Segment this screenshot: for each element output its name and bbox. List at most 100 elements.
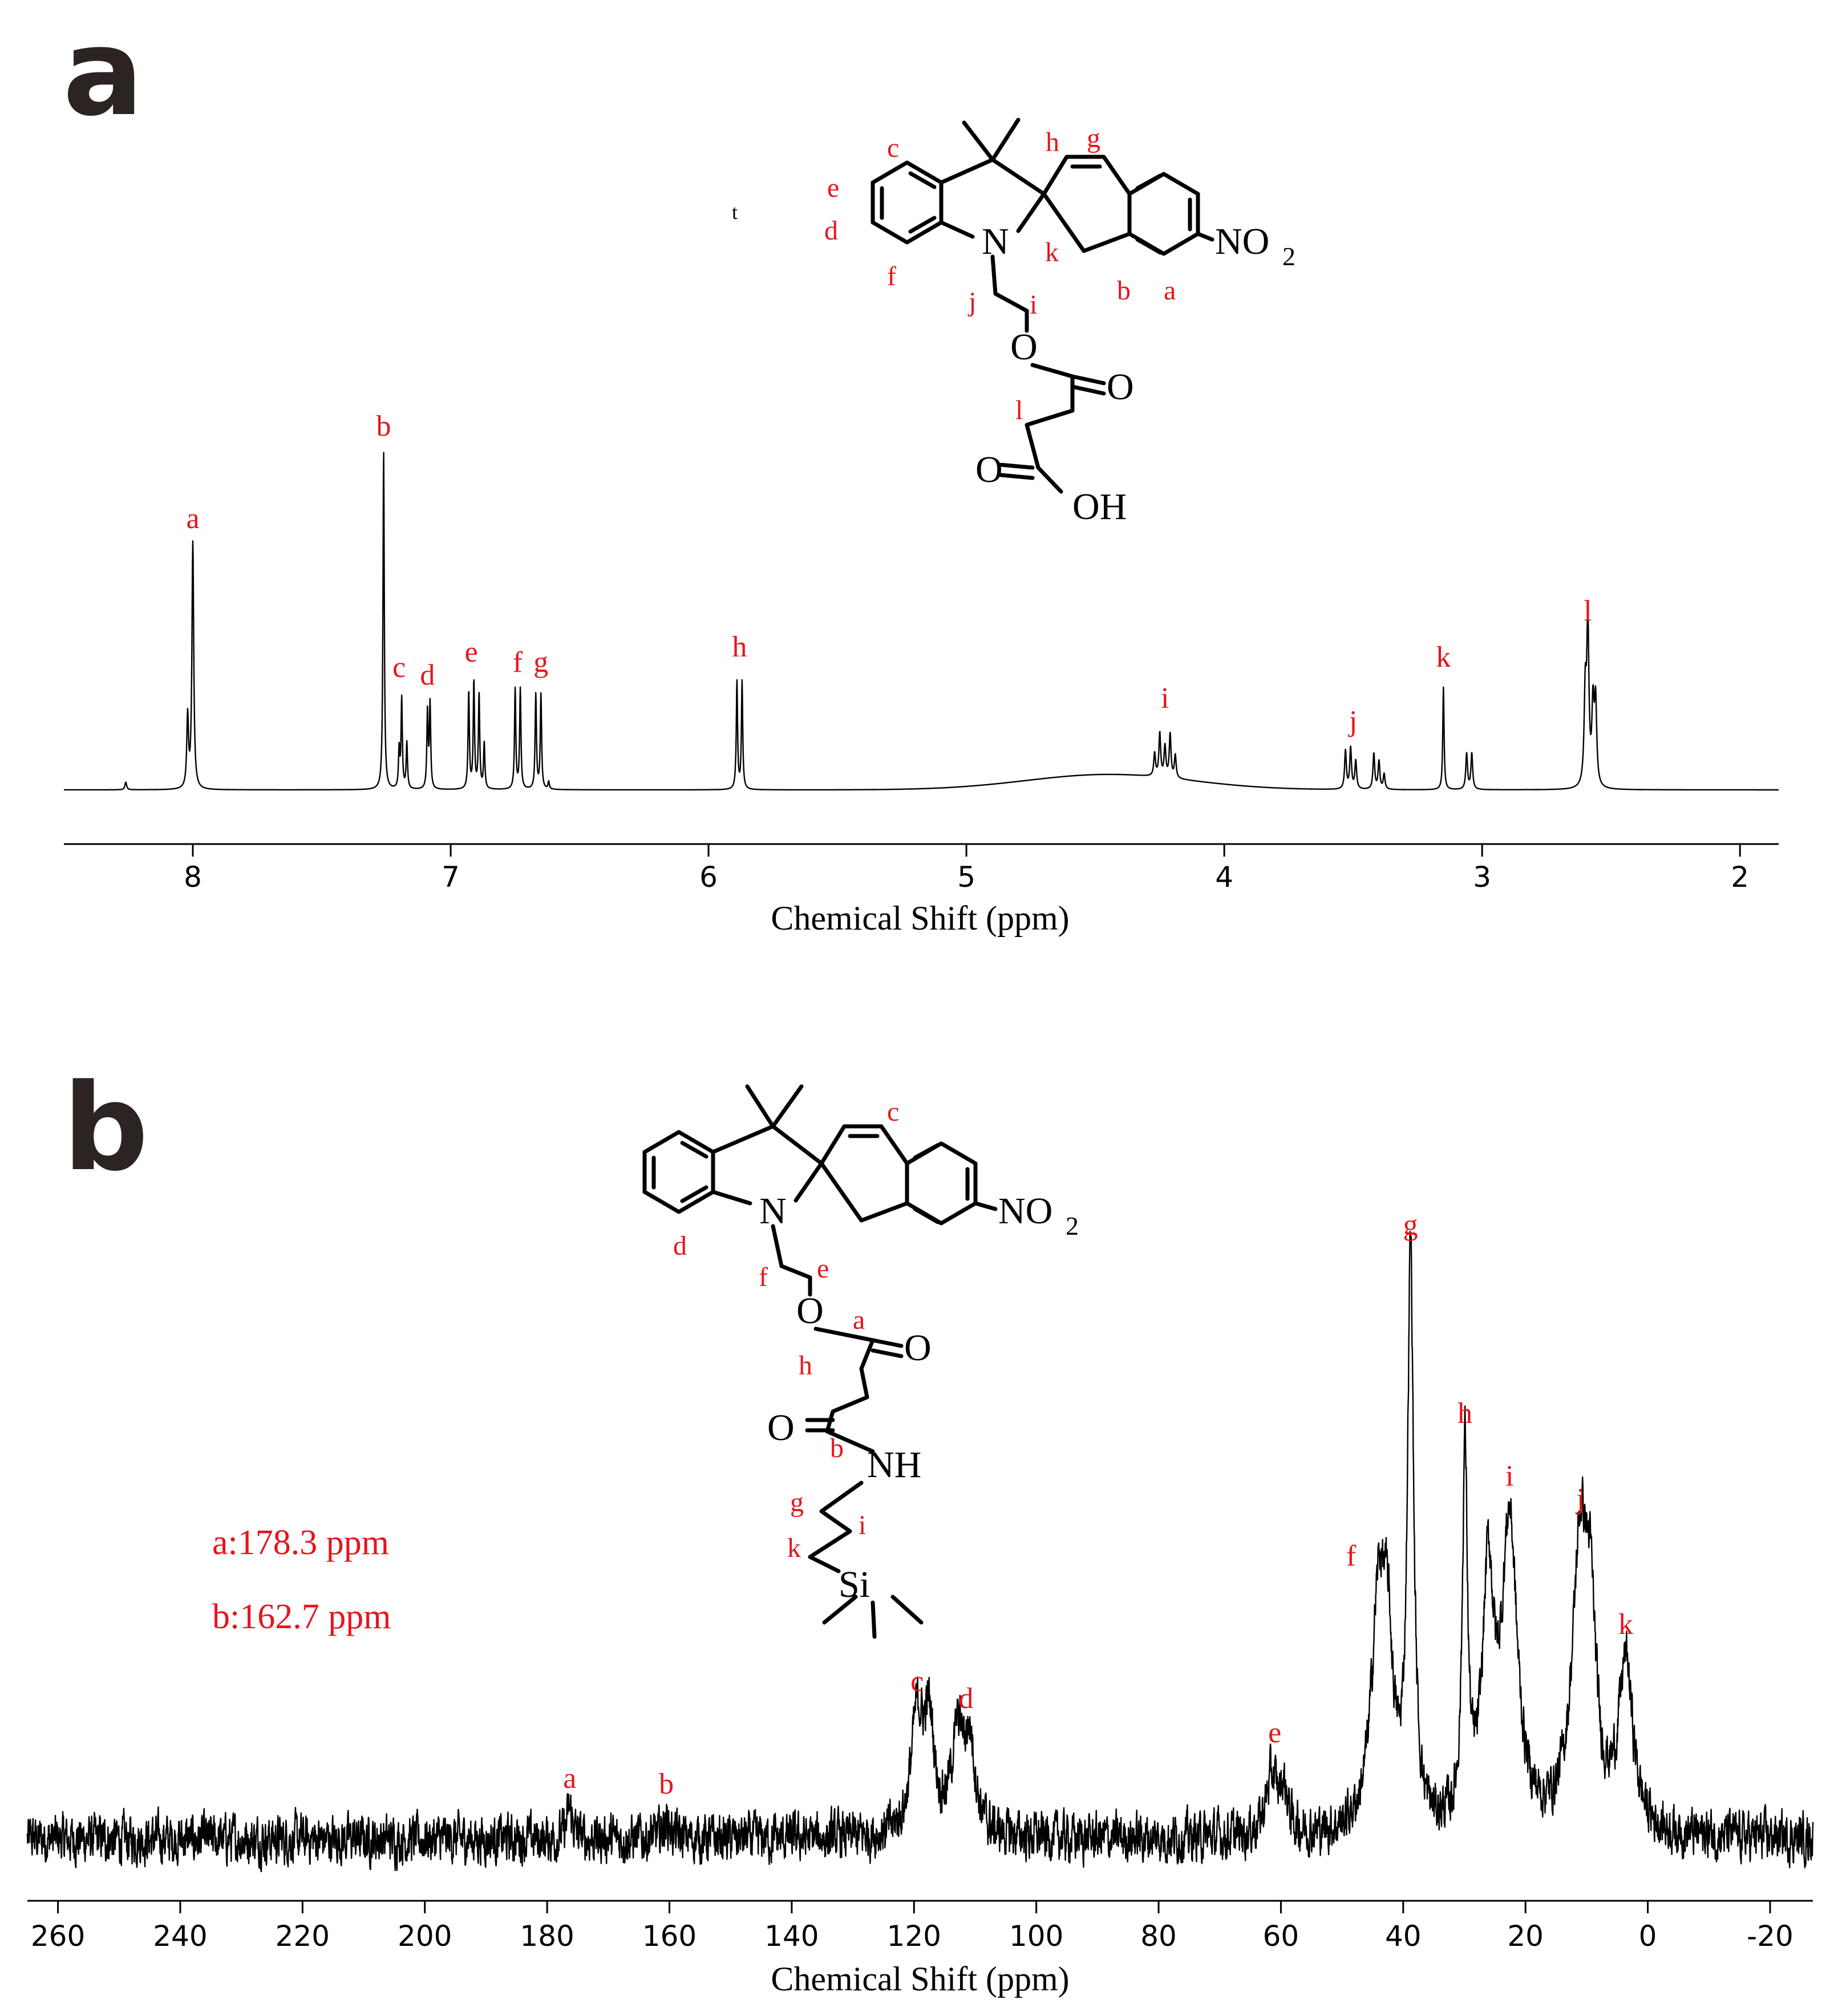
x-tick-label: 260 bbox=[31, 1920, 85, 1953]
struct-label-d: d bbox=[824, 216, 838, 246]
struct-label-h-b: h bbox=[799, 1350, 812, 1381]
x-tick-label: 240 bbox=[153, 1920, 207, 1953]
x-tick-label: 60 bbox=[1263, 1920, 1299, 1953]
x-tick-label: 3 bbox=[1473, 861, 1491, 894]
ring-double-bond bbox=[680, 1185, 708, 1203]
c-nmr-x-ticks: 260 240 220 200 180 160 140 120 100 80 60 40 20 0 -20 bbox=[31, 1901, 1793, 1953]
panel-a-molecule: N NO 2 O O O OH c e d f h g k j i b a l bbox=[824, 117, 1295, 528]
c-nmr-x-axis-title: Chemical Shift (ppm) bbox=[771, 1960, 1069, 1998]
ring-double-bond bbox=[1135, 237, 1163, 255]
propyl-chain-b bbox=[808, 1480, 864, 1573]
note-b-shift: b:162.7 ppm bbox=[212, 1597, 391, 1636]
carbonyl-bond bbox=[999, 463, 1035, 470]
carbonyl-bond bbox=[1070, 374, 1106, 386]
peak-label-d: d bbox=[958, 1682, 973, 1715]
struct-label-i-b: i bbox=[859, 1510, 866, 1540]
struct-label-c: c bbox=[887, 133, 899, 163]
peak-label-g: g bbox=[1403, 1209, 1418, 1242]
hydroxyl-bond bbox=[1036, 465, 1063, 494]
peak-label-b: b bbox=[659, 1768, 674, 1800]
peak-label-j: j bbox=[1348, 705, 1357, 738]
peak-label-h: h bbox=[1457, 1397, 1472, 1430]
x-tick-label: 40 bbox=[1385, 1920, 1422, 1953]
atom-acid-carbonyl-o: O bbox=[975, 449, 1003, 490]
struct-label-e-b: e bbox=[817, 1254, 829, 1284]
peak-label-f: f bbox=[513, 646, 523, 679]
c-nmr-peak-labels: a b c d e f g h i j k bbox=[563, 1209, 1633, 1800]
x-tick-label: 2 bbox=[1731, 861, 1749, 894]
peak-label-i: i bbox=[1161, 682, 1169, 715]
panel-b-letter: b bbox=[63, 1058, 148, 1198]
c-nmr-trace bbox=[26, 1231, 1814, 1872]
atom-nitro-subscript: 2 bbox=[1282, 242, 1295, 271]
carbonyl-bond bbox=[1070, 384, 1106, 396]
h-nmr-spectrum: a b c de f g h i j k l 8 7 6 5 4 3 2 Chemical Shift (ppm… bbox=[63, 410, 1779, 937]
panel-a-letter: a bbox=[63, 3, 144, 143]
struct-label-l: l bbox=[1015, 395, 1023, 425]
peak-label-c: c bbox=[392, 651, 406, 684]
atom-nitro-b: NO bbox=[998, 1190, 1052, 1232]
si-methyl-bond bbox=[890, 1595, 924, 1625]
nitro-bond bbox=[973, 1201, 998, 1211]
peak-label-a: a bbox=[563, 1762, 576, 1795]
succinate-chain-a bbox=[1025, 363, 1075, 470]
x-tick-label: 220 bbox=[276, 1920, 330, 1953]
nitrophenyl-ring-b bbox=[905, 1141, 978, 1226]
n-bond bbox=[711, 1190, 752, 1206]
atom-ester-o: O bbox=[1010, 326, 1038, 368]
x-tick-label: 80 bbox=[1140, 1920, 1177, 1953]
atom-nh-b: NH bbox=[867, 1444, 921, 1486]
x-tick-label: 180 bbox=[520, 1920, 574, 1953]
peak-label-b: b bbox=[376, 410, 391, 443]
methyl-bond bbox=[745, 1084, 775, 1129]
peak-label-g: g bbox=[533, 646, 548, 679]
ring-double-bond bbox=[1135, 173, 1163, 190]
x-tick-label: 5 bbox=[957, 861, 975, 894]
atom-carbonyl-o-b: O bbox=[904, 1327, 932, 1369]
peak-label-k: k bbox=[1618, 1608, 1633, 1641]
nitro-bond bbox=[1196, 232, 1214, 242]
x-tick-label: 140 bbox=[764, 1920, 819, 1953]
atom-n: N bbox=[982, 221, 1009, 262]
struct-label-b-b: b bbox=[830, 1433, 844, 1463]
struct-label-f-b: f bbox=[759, 1262, 768, 1292]
atom-nitro-subscript-b: 2 bbox=[1066, 1211, 1079, 1240]
peak-label-j: j bbox=[1575, 1483, 1584, 1515]
spiro-ring-b bbox=[819, 1124, 909, 1223]
si-methyl-bond bbox=[822, 1595, 858, 1625]
ring-double-bond bbox=[913, 1143, 940, 1160]
x-tick-label: -20 bbox=[1747, 1920, 1793, 1953]
struct-label-k-b: k bbox=[787, 1533, 801, 1563]
five-ring-top bbox=[939, 157, 1046, 196]
h-nmr-x-axis-title: Chemical Shift (ppm) bbox=[771, 899, 1069, 937]
struct-label-f: f bbox=[887, 261, 896, 291]
x-tick-label: 200 bbox=[398, 1920, 452, 1953]
carbonyl-bond bbox=[871, 1338, 904, 1348]
x-tick-label: 6 bbox=[699, 861, 718, 894]
x-tick-label: 0 bbox=[1639, 1920, 1657, 1953]
note-a-shift: a:178.3 ppm bbox=[212, 1523, 389, 1562]
ring-double-bond bbox=[913, 1207, 940, 1224]
peak-label-f: f bbox=[1346, 1540, 1357, 1572]
ring-double-bond bbox=[908, 216, 937, 234]
atom-n-b: N bbox=[759, 1190, 787, 1232]
atom-ester-o-b: O bbox=[796, 1290, 824, 1332]
peak-label-h: h bbox=[732, 631, 747, 663]
struct-label-i: i bbox=[1030, 290, 1037, 320]
atom-si-b: Si bbox=[839, 1564, 870, 1605]
methyl-bond bbox=[771, 1084, 804, 1129]
peak-label-d: d bbox=[420, 659, 435, 692]
n-bond bbox=[939, 220, 975, 239]
n-bond bbox=[793, 1161, 824, 1203]
peak-label-l: l bbox=[1584, 595, 1592, 627]
struct-label-d-b: d bbox=[673, 1231, 687, 1261]
methyl-bond bbox=[962, 120, 995, 162]
struct-label-a: a bbox=[1164, 275, 1176, 306]
struct-label-h: h bbox=[1046, 127, 1059, 157]
x-tick-label: 100 bbox=[1009, 1920, 1063, 1953]
x-tick-label: 4 bbox=[1215, 861, 1233, 894]
peak-label-a: a bbox=[186, 502, 199, 535]
ethyl-chain-b bbox=[771, 1224, 812, 1297]
